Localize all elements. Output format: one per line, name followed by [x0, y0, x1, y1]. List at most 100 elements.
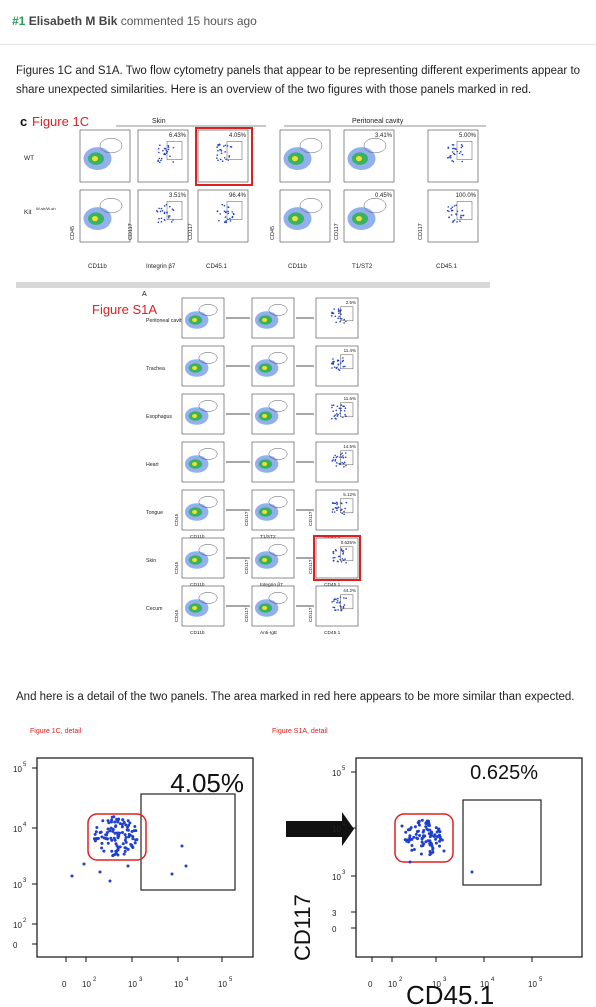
fig1c-panel-top-5 — [427, 129, 479, 183]
density-gate — [99, 198, 123, 214]
figs1a-panel-2-1 — [251, 393, 295, 435]
y-tick-label: 10 — [332, 825, 341, 834]
scatter-dot — [452, 160, 455, 163]
dot — [407, 840, 411, 844]
x-tick-label: 10 — [128, 980, 137, 989]
scatter-dot — [333, 606, 336, 609]
dot — [400, 824, 404, 828]
scatter-dot — [342, 357, 344, 359]
dot — [419, 852, 423, 856]
detail-right-caption: Figure S1A, detail — [272, 728, 328, 735]
comment-number-link[interactable]: #1 — [12, 14, 26, 28]
scatter-dot — [158, 217, 160, 220]
scatter-dot — [342, 462, 345, 465]
fig1c-ylabel-0: CD45 — [70, 226, 76, 240]
author-name[interactable]: Elisabeth M Bik — [28, 14, 118, 28]
detail-left-percentage: 4.05% — [170, 768, 244, 798]
dot — [121, 831, 125, 835]
scatter-dot — [160, 159, 162, 162]
scatter-dot — [161, 210, 164, 212]
scatter-dot — [158, 157, 161, 160]
scatter-dot — [340, 502, 342, 504]
panel-frame — [315, 345, 359, 387]
fig1c-panel-bottom-0 — [79, 189, 131, 243]
dot — [420, 818, 424, 822]
scatter-dot — [227, 210, 229, 213]
scatter-dot — [335, 456, 338, 459]
scatter-gate — [166, 141, 183, 160]
dot — [124, 836, 128, 840]
detail-right-figure[interactable]: Figure S1A, detail 0.625% CD117 CD45.1 1… — [262, 716, 596, 1007]
dot — [124, 840, 128, 844]
dot — [114, 825, 118, 829]
scatter-dot — [171, 208, 174, 210]
scatter-dot — [447, 206, 450, 208]
scatter-dot — [231, 211, 234, 213]
y-tick-label: 3 — [332, 909, 337, 918]
scatter-dot — [332, 557, 334, 559]
figure-s1a-image[interactable]: A Figure S1A Peritoneal cavity 2.5% Trache… — [16, 282, 490, 666]
figure-1c-image[interactable]: c Figure 1C Skin Peritoneal cavity WT Ki… — [16, 112, 582, 280]
scatter-dot — [459, 220, 461, 222]
scatter-dot — [223, 210, 226, 212]
scatter-dot — [339, 320, 341, 323]
figs1a-xaxis-0-1: T1/ST2 — [260, 534, 276, 540]
dot — [404, 830, 408, 834]
scatter-dot — [342, 365, 345, 368]
panel-frame — [315, 585, 359, 627]
scatter-dot — [333, 600, 335, 602]
dot — [116, 831, 120, 835]
dot — [408, 860, 412, 864]
dot — [115, 817, 119, 821]
figure-1c-svg: c Figure 1C Skin Peritoneal cavity WT Ki… — [20, 114, 486, 270]
scatter-dot — [336, 462, 338, 464]
dot — [425, 827, 429, 831]
dot — [114, 842, 118, 846]
scatter-dot — [455, 204, 458, 207]
scatter-dot — [458, 152, 461, 155]
comment-time[interactable]: 15 hours ago — [186, 14, 257, 28]
dot — [184, 864, 188, 868]
y-tick-exp: 3 — [23, 878, 27, 884]
scatter-dot — [334, 502, 337, 505]
scatter-dot — [335, 409, 337, 412]
scatter-dot — [344, 507, 346, 510]
scatter-dot — [342, 605, 345, 608]
scatter-dot — [340, 509, 342, 511]
dot — [94, 837, 98, 841]
scatter-dot — [337, 597, 339, 600]
scatter-dot — [331, 511, 334, 513]
dot — [435, 830, 439, 834]
dot — [424, 825, 428, 829]
scatter-dot — [335, 598, 337, 600]
dot — [422, 842, 426, 846]
scatter-dot — [447, 147, 450, 149]
dot — [126, 864, 130, 868]
dot — [409, 826, 413, 830]
y-tick-label: 10 — [13, 921, 22, 930]
scatter-dot — [343, 322, 345, 324]
detail-right-red-mark — [394, 813, 454, 863]
panel-frame — [197, 129, 249, 183]
x-tick-label: 10 — [218, 980, 227, 989]
x-tick-label: 10 — [82, 980, 91, 989]
scatter-dot — [335, 549, 337, 552]
scatter-dot — [341, 558, 344, 560]
scatter-dot — [167, 215, 170, 217]
scatter-dot — [344, 452, 347, 454]
fig1c-title: Figure 1C — [32, 114, 89, 129]
scatter-dot — [332, 404, 335, 406]
dot — [70, 874, 74, 878]
scatter-dot — [342, 553, 344, 555]
scatter-dot — [455, 148, 457, 151]
dot — [421, 834, 425, 838]
scatter-dot — [448, 156, 450, 159]
fig1c-xlabel-2: CD45.1 — [206, 263, 228, 270]
scatter-dot — [333, 366, 336, 368]
scatter-dot — [164, 147, 166, 150]
scatter-dot — [336, 360, 339, 362]
dot — [123, 838, 127, 842]
scatter-dot — [332, 552, 335, 555]
figs1a-yaxis-0-0: CD45 — [174, 513, 180, 526]
